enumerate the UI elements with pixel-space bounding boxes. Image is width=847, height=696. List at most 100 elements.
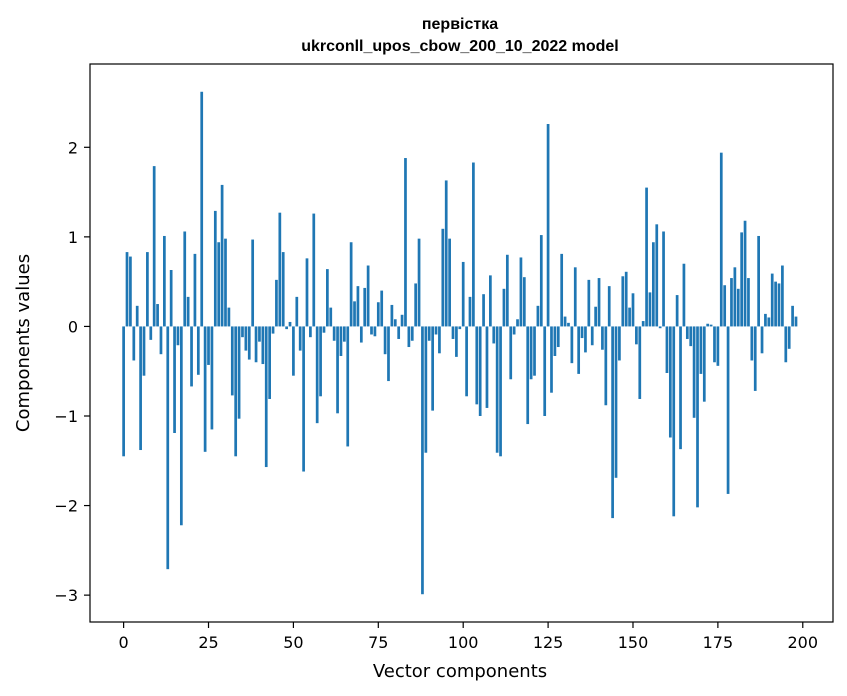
bar-118	[522, 277, 526, 327]
bar-141	[601, 326, 604, 350]
bar-137	[587, 279, 591, 327]
bar-189	[764, 313, 767, 327]
bar-129	[560, 253, 564, 327]
bar-65	[342, 326, 346, 342]
bar-82	[400, 314, 404, 327]
bar-78	[387, 326, 390, 382]
bar-3	[132, 326, 136, 361]
bar-195	[784, 326, 788, 363]
bar-145	[614, 326, 618, 478]
bar-80	[393, 319, 397, 327]
y-axis-ticks: −3 −2 −1 0 1 2	[54, 138, 90, 605]
bar-70	[359, 326, 363, 343]
bar-57	[315, 326, 319, 424]
x-tick-label: 150	[618, 633, 649, 652]
bar-170	[699, 326, 703, 374]
bar-43	[268, 326, 271, 399]
bar-191	[770, 273, 774, 327]
bar-89	[424, 326, 428, 453]
bar-190	[767, 317, 771, 327]
bar-165	[682, 263, 686, 327]
bar-68	[353, 301, 356, 327]
bar-85	[410, 326, 414, 341]
bar-22	[196, 326, 200, 375]
bar-87	[417, 238, 421, 327]
bar-169	[696, 326, 699, 508]
bar-49	[288, 321, 292, 327]
y-tick-label: 0	[68, 317, 78, 336]
bar-168	[692, 326, 696, 418]
bar-34	[237, 326, 241, 419]
bar-146	[618, 326, 621, 361]
bar-66	[346, 326, 350, 447]
y-tick-label: −3	[54, 586, 78, 605]
bar-17	[179, 326, 183, 526]
bar-101	[465, 326, 468, 397]
bar-48	[285, 326, 288, 330]
y-tick-label: 1	[68, 228, 78, 247]
bar-47	[281, 252, 285, 327]
bar-67	[349, 242, 353, 327]
bar-2	[129, 256, 132, 327]
x-tick-label: 175	[703, 633, 734, 652]
bar-63	[336, 326, 339, 414]
bar-181	[736, 288, 740, 327]
bar-106	[482, 294, 485, 327]
bar-21	[193, 253, 197, 327]
x-tick-label: 75	[368, 633, 388, 652]
bar-197	[791, 305, 794, 327]
bar-142	[604, 326, 608, 406]
bar-4	[135, 305, 139, 327]
chart-title-line-1: первістка	[422, 16, 498, 33]
bar-74	[373, 326, 377, 337]
bar-69	[356, 286, 360, 327]
bar-138	[590, 326, 594, 346]
bar-182	[740, 232, 744, 327]
x-tick-label: 200	[788, 633, 819, 652]
bar-188	[760, 326, 764, 354]
bar-164	[679, 326, 682, 450]
bar-173	[709, 324, 713, 327]
bar-175	[716, 326, 720, 366]
x-tick-label: 25	[198, 633, 218, 652]
x-axis-label: Vector components	[373, 661, 547, 682]
bar-98	[455, 326, 458, 357]
bar-62	[332, 326, 336, 341]
bar-117	[519, 257, 523, 327]
bar-29	[220, 184, 224, 327]
bar-198	[794, 316, 798, 327]
bar-179	[730, 278, 733, 327]
bar-135	[580, 326, 584, 339]
bar-147	[621, 276, 625, 327]
bar-161	[668, 326, 672, 438]
bar-6	[142, 326, 146, 376]
bar-104	[475, 326, 479, 405]
bar-122	[536, 305, 540, 327]
bar-11	[159, 326, 163, 355]
bar-44	[271, 326, 275, 334]
bar-32	[230, 326, 234, 396]
bar-28	[217, 242, 221, 327]
bar-108	[489, 275, 492, 327]
bar-154	[645, 187, 648, 327]
bar-55	[309, 326, 312, 338]
bar-124	[543, 326, 547, 416]
bar-136	[584, 326, 587, 353]
bar-115	[512, 326, 516, 335]
bar-35	[241, 326, 244, 338]
bar-25	[207, 326, 210, 365]
bar-61	[329, 307, 333, 327]
bar-91	[431, 326, 434, 411]
bar-152	[638, 326, 642, 399]
bar-73	[370, 326, 373, 335]
bar-153	[641, 321, 645, 327]
bar-56	[312, 213, 316, 327]
bar-187	[757, 235, 760, 327]
bar-132	[570, 326, 574, 364]
bar-139	[594, 306, 597, 327]
x-tick-label: 125	[533, 633, 564, 652]
bar-183	[743, 220, 747, 327]
bar-24	[203, 326, 207, 452]
bar-19	[186, 296, 190, 327]
bar-186	[753, 326, 757, 391]
